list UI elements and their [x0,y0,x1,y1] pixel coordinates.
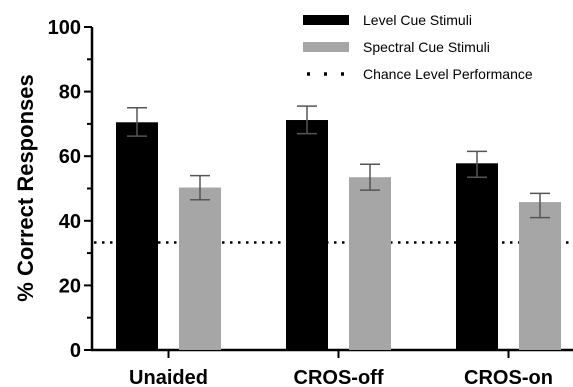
x-category-label: Unaided [129,367,208,387]
y-tick-label: 0 [70,340,81,362]
legend-label: Spectral Cue Stimuli [363,39,490,55]
bar-level-cue [456,163,498,350]
y-tick-label: 20 [59,275,81,297]
y-axis-label: % Correct Responses [13,74,38,301]
legend-label: Chance Level Performance [363,66,533,82]
legend-swatch-level-cue [303,15,349,25]
bar-spectral-cue [349,177,391,350]
legend-label: Level Cue Stimuli [363,12,472,28]
bar-spectral-cue [519,202,561,350]
plot-area: 0 20 40 60 80 100 Unaided CROS-off CROS-on [48,17,573,387]
x-category-label: CROS-off [294,367,384,387]
x-category-label: CROS-on [464,367,553,387]
y-tick-label: 100 [48,17,81,39]
y-tick-label: 80 [59,82,81,104]
y-tick-label: 60 [59,146,81,168]
bar-spectral-cue [179,187,221,350]
legend-swatch-spectral-cue [303,42,349,52]
y-tick-label: 40 [59,211,81,233]
bar-level-cue [116,122,158,350]
bar-level-cue [286,120,328,350]
legend: Level Cue Stimuli Spectral Cue Stimuli Cha… [303,12,533,82]
